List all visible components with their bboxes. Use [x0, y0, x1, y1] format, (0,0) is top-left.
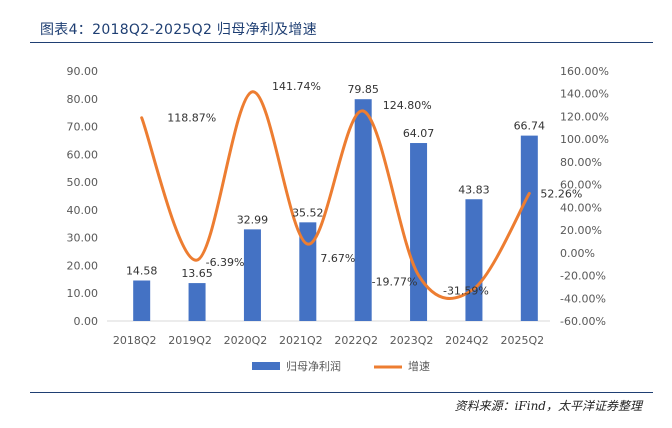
x-axis-tick-label: 2019Q2 [168, 334, 212, 347]
right-axis-tick-label: 80.00% [560, 156, 602, 169]
growth-value-label: -6.39% [206, 256, 245, 269]
profit-bar [465, 199, 483, 321]
left-axis-tick-label: 90.00 [67, 65, 99, 78]
left-axis-tick-label: 30.00 [67, 232, 99, 245]
bar-value-label: 13.65 [181, 267, 213, 280]
right-axis-tick-label: -20.00% [560, 270, 606, 283]
profit-bar [133, 280, 151, 321]
legend-label-growth: 增速 [408, 359, 430, 373]
growth-value-label: 52.26% [540, 187, 582, 200]
bar-value-label: 14.58 [126, 265, 158, 278]
growth-value-label: -19.77% [372, 275, 418, 288]
profit-bar [354, 99, 372, 321]
profit-bar [410, 143, 428, 321]
growth-value-label: 7.67% [320, 252, 355, 265]
right-axis-tick-label: 40.00% [560, 201, 602, 214]
legend-swatch-profit [252, 362, 280, 370]
bar-value-label: 64.07 [403, 127, 435, 140]
title-bar: 图表4：2018Q2-2025Q2 归母净利及增速 [0, 0, 672, 46]
growth-value-label: 118.87% [167, 112, 216, 125]
profit-bar [299, 222, 317, 321]
right-axis-tick-label: -60.00% [560, 315, 606, 328]
right-axis-tick-label: 120.00% [560, 110, 609, 123]
profit-bar [520, 135, 538, 321]
bar-value-label: 79.85 [347, 83, 379, 96]
right-axis-tick-label: -40.00% [560, 292, 606, 305]
chart-title: 图表4：2018Q2-2025Q2 归母净利及增速 [40, 22, 318, 38]
profit-bar [243, 229, 261, 321]
left-axis-tick-label: 20.00 [67, 259, 99, 272]
bar-value-label: 32.99 [237, 213, 269, 226]
growth-value-label: 124.80% [383, 99, 432, 112]
bottom-divider [30, 392, 653, 393]
bar-value-label: 66.74 [514, 120, 546, 133]
left-axis-tick-label: 70.00 [67, 121, 99, 134]
right-axis-tick-label: 100.00% [560, 133, 609, 146]
growth-value-label: -31.59% [443, 285, 489, 298]
x-axis-tick-label: 2022Q2 [334, 334, 378, 347]
right-axis-tick-label: 60.00% [560, 179, 602, 192]
x-axis-tick-label: 2025Q2 [500, 334, 544, 347]
growth-value-label: 141.74% [272, 80, 321, 93]
left-axis-tick-label: 40.00 [67, 204, 99, 217]
x-axis-tick-label: 2021Q2 [279, 334, 323, 347]
x-axis-tick-label: 2024Q2 [445, 334, 489, 347]
right-axis-tick-label: 140.00% [560, 88, 609, 101]
source-note: 资料来源：iFind，太平洋证券整理 [454, 399, 642, 413]
title-divider [30, 42, 653, 43]
left-axis-tick-label: 0.00 [74, 315, 99, 328]
right-axis-tick-label: 20.00% [560, 224, 602, 237]
x-axis-tick-label: 2020Q2 [224, 334, 268, 347]
x-axis-tick-label: 2018Q2 [113, 334, 157, 347]
left-axis-tick-label: 80.00 [67, 93, 99, 106]
growth-line [140, 90, 531, 300]
bar-value-label: 43.83 [458, 183, 490, 196]
x-axis-tick-label: 2023Q2 [390, 334, 434, 347]
profit-bar [188, 283, 206, 321]
left-axis-tick-label: 60.00 [67, 148, 99, 161]
left-axis-tick-label: 10.00 [67, 287, 99, 300]
left-axis-tick-label: 50.00 [67, 176, 99, 189]
bar-value-label: 35.52 [292, 206, 324, 219]
legend-label-profit: 归母净利润 [286, 359, 341, 373]
right-axis-tick-label: 0.00% [560, 247, 595, 260]
right-axis-tick-label: 160.00% [560, 65, 609, 78]
